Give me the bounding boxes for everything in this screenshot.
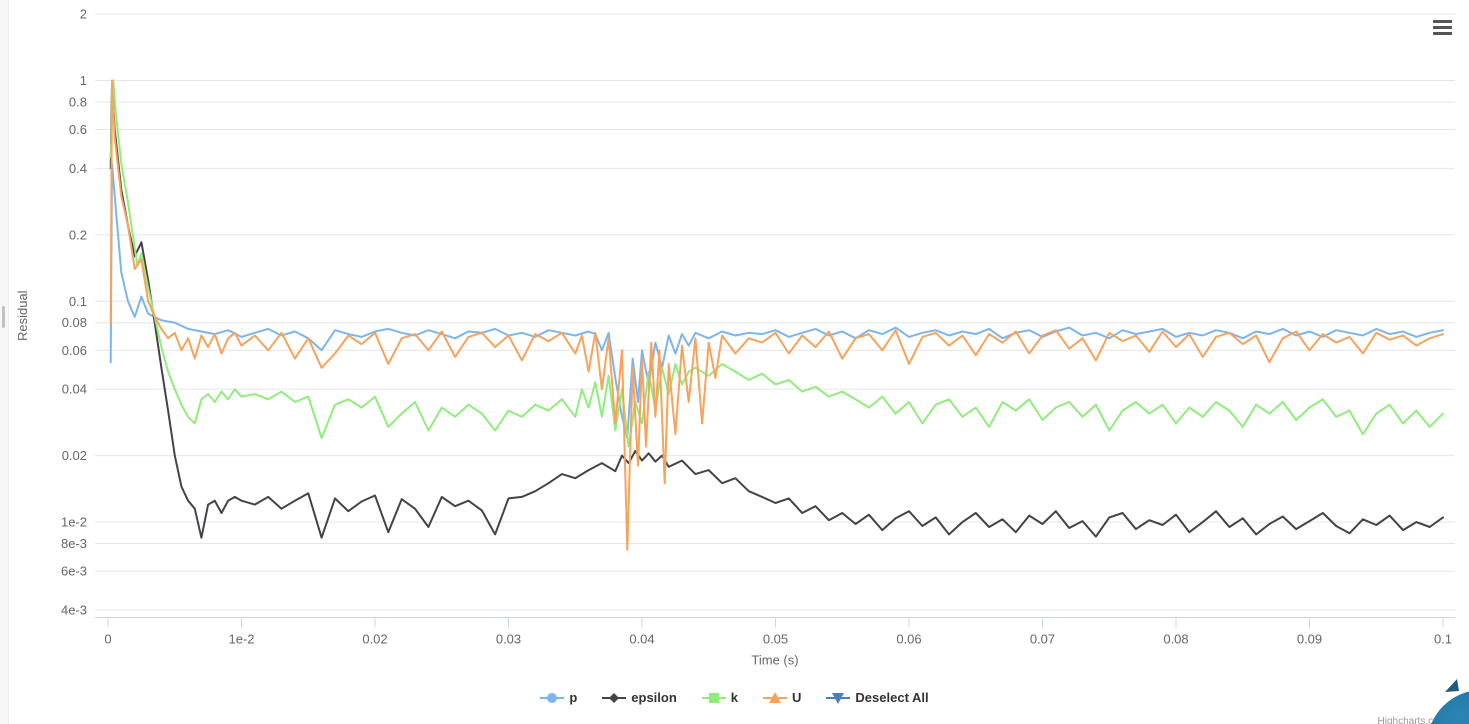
x-tick-label: 0.08 [1163,632,1188,647]
hamburger-menu-icon [1433,26,1452,29]
x-tick-label: 0.02 [362,632,387,647]
highcharts-credit[interactable]: Highcharts.com [1377,716,1447,724]
scrollbar-thumb[interactable] [2,306,5,328]
page-scrollbar[interactable] [0,0,9,724]
legend-label: p [569,690,578,705]
legend-marker-diamond-icon [602,692,627,703]
x-tick-label: 0.09 [1297,632,1322,647]
x-tick-label: 0.07 [1030,632,1055,647]
hamburger-menu-icon [1433,32,1452,35]
y-tick-label: 8e-3 [61,536,87,551]
y-tick-label: 1e-2 [61,515,87,530]
legend-label: U [792,690,802,705]
x-tick-label: 0.05 [763,632,788,647]
y-tick-label: 0.2 [69,227,87,242]
series-line-U[interactable] [109,79,1444,551]
legend-label: k [730,690,739,705]
legend-marker-square-icon [701,692,726,703]
y-tick-label: 0.4 [69,161,87,176]
legend-item-epsilon[interactable]: epsilon [602,690,677,705]
legend-item-p[interactable]: p [540,690,577,705]
y-tick-label: 0.02 [62,448,87,463]
y-tick-label: 0.6 [69,122,87,137]
chat-widget-button[interactable] [1427,690,1469,724]
legend: p epsilon k U Deselect All [0,690,1469,705]
y-tick-label: 0.06 [62,343,87,358]
chart-context-menu-button[interactable] [1431,18,1453,36]
y-axis-title: Residual [15,290,30,341]
series-line-p[interactable] [109,162,1444,440]
x-tick-label: 0.1 [1434,632,1452,647]
legend-label: epsilon [631,690,677,705]
y-tick-label: 6e-3 [61,564,87,579]
y-tick-label: 1 [80,73,87,88]
legend-item-u[interactable]: U [763,690,801,705]
y-tick-label: 4e-3 [61,602,87,617]
x-tick-label: 0.06 [896,632,921,647]
y-tick-label: 2 [80,7,87,22]
x-tick-label: 0.04 [629,632,654,647]
legend-item-k[interactable]: k [701,690,739,705]
y-tick-label: 0.1 [69,294,87,309]
x-tick-label: 1e-2 [228,632,254,647]
x-tick-label: 0.03 [496,632,521,647]
hamburger-menu-icon [1433,20,1452,23]
x-axis-title: Time (s) [751,653,798,668]
x-tick-label: 0 [104,632,111,647]
legend-marker-triangle-down-icon [826,692,851,704]
series-line-k[interactable] [109,79,1444,448]
y-tick-label: 0.8 [69,94,87,109]
y-tick-label: 0.04 [62,382,87,397]
legend-marker-circle-icon [540,692,565,703]
series-line-epsilon[interactable] [109,84,1444,539]
y-tick-label: 0.08 [62,315,87,330]
legend-label: Deselect All [855,690,929,705]
legend-marker-triangle-up-icon [763,691,788,703]
widget-pointer-icon [1445,679,1459,692]
legend-item-deselect-all[interactable]: Deselect All [826,690,929,705]
